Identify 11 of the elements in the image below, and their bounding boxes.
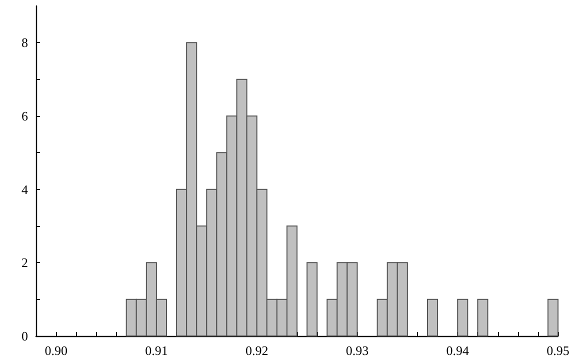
x-tick-label: 0.92 [245, 343, 268, 358]
x-tick-label: 0.94 [446, 343, 470, 358]
y-tick-label: 4 [22, 182, 28, 197]
y-tick-label: 2 [22, 255, 28, 270]
y-tick-label: 6 [22, 108, 28, 124]
y-tick-label: 0 [22, 328, 28, 344]
x-tick-label: 0.93 [346, 343, 369, 358]
x-tick-label: 0.95 [546, 343, 570, 358]
x-tick-label: 0.91 [145, 343, 168, 358]
y-tick-label: 8 [22, 35, 28, 50]
x-tick-label: 0.90 [44, 343, 68, 358]
